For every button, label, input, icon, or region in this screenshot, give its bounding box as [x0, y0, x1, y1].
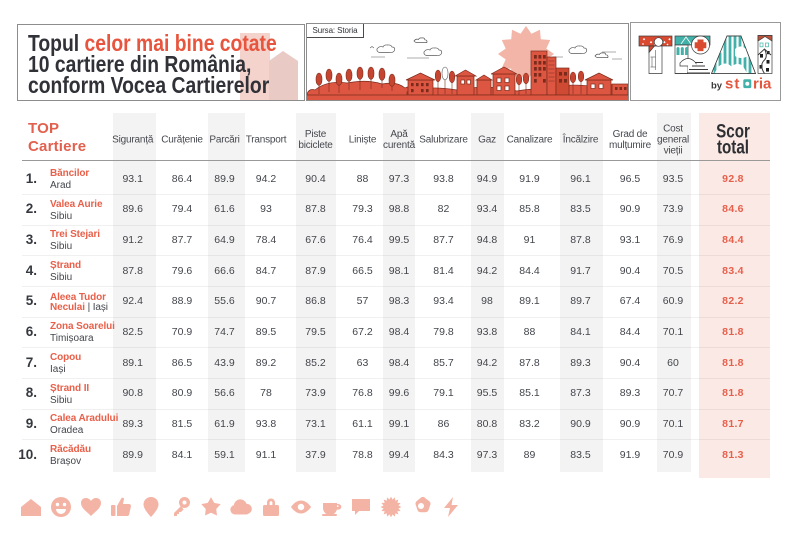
svg-text:by: by	[711, 81, 723, 92]
svg-text:ria: ria	[753, 76, 772, 93]
svg-text:st: st	[725, 76, 740, 93]
